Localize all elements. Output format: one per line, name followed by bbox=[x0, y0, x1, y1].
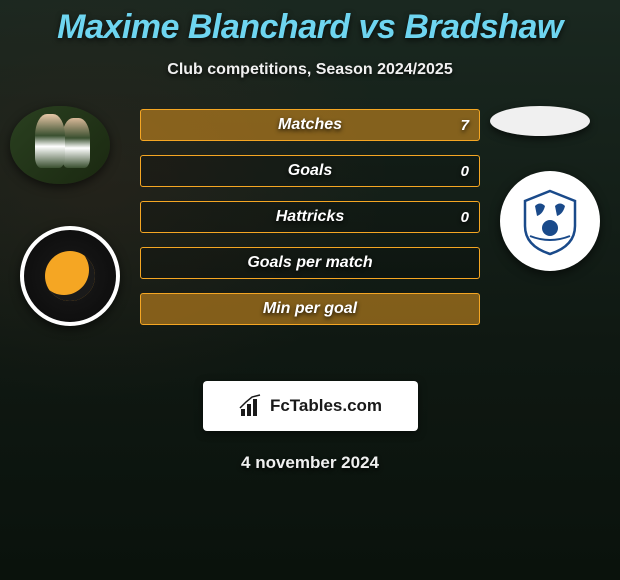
stat-label: Goals bbox=[141, 156, 479, 186]
comparison-title: Maxime Blanchard vs Bradshaw bbox=[0, 0, 620, 47]
stat-value: 0 bbox=[461, 156, 469, 186]
stat-value: 7 bbox=[461, 110, 469, 140]
player-left-photo bbox=[10, 106, 110, 184]
stat-label: Hattricks bbox=[141, 202, 479, 232]
date-text: 4 november 2024 bbox=[0, 453, 620, 473]
infographic-content: Maxime Blanchard vs Bradshaw Club compet… bbox=[0, 0, 620, 473]
club-badge-left bbox=[20, 226, 120, 326]
stat-label: Min per goal bbox=[141, 294, 479, 324]
brand-text: FcTables.com bbox=[270, 396, 382, 416]
stat-value: 0 bbox=[461, 202, 469, 232]
stats-area: Matches 7 Goals 0 Hattricks 0 Goals per … bbox=[0, 121, 620, 361]
club-badge-right bbox=[500, 171, 600, 271]
player-right-photo bbox=[490, 106, 590, 136]
stat-row-matches: Matches 7 bbox=[140, 109, 480, 141]
stat-row-hattricks: Hattricks 0 bbox=[140, 201, 480, 233]
stat-label: Matches bbox=[141, 110, 479, 140]
shield-crest-icon bbox=[515, 186, 585, 256]
stat-rows: Matches 7 Goals 0 Hattricks 0 Goals per … bbox=[140, 109, 480, 339]
brand-box: FcTables.com bbox=[203, 381, 418, 431]
stat-row-goals: Goals 0 bbox=[140, 155, 480, 187]
stat-row-goals-per-match: Goals per match bbox=[140, 247, 480, 279]
bar-chart-icon bbox=[238, 393, 264, 419]
stat-label: Goals per match bbox=[141, 248, 479, 278]
season-subtitle: Club competitions, Season 2024/2025 bbox=[0, 61, 620, 79]
stat-row-min-per-goal: Min per goal bbox=[140, 293, 480, 325]
